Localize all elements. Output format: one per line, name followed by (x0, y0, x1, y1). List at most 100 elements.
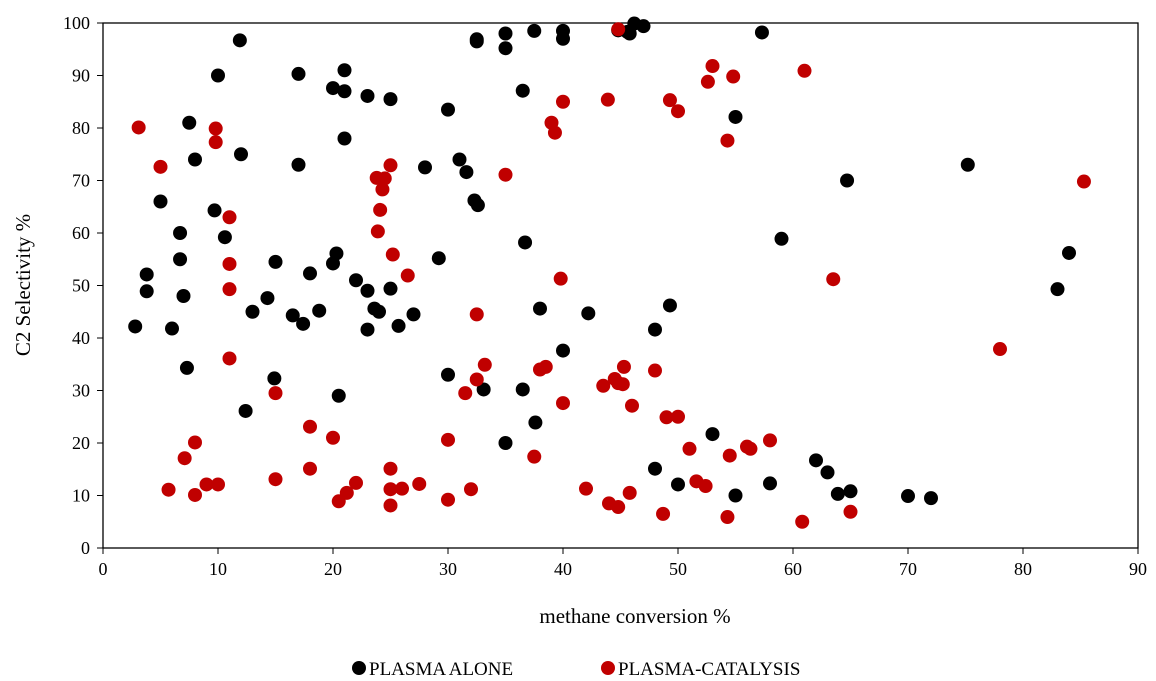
point-plasma-alone-14 (232, 33, 247, 48)
point-plasma-alone-62 (528, 415, 543, 430)
point-plasma-alone-56 (498, 41, 513, 56)
point-plasma-alone-89 (924, 491, 938, 506)
point-plasma-catalysis-21 (349, 475, 363, 490)
point-plasma-catalysis-43 (527, 449, 542, 464)
point-plasma-catalysis-11 (222, 256, 237, 271)
point-plasma-alone-92 (1062, 245, 1076, 260)
y-tick-label-2: 20 (72, 433, 90, 453)
point-plasma-alone-7 (176, 289, 191, 303)
point-plasma-catalysis-33 (400, 268, 415, 283)
point-plasma-alone-34 (349, 273, 363, 288)
y-tick-label-10: 100 (63, 13, 90, 33)
x-tick-label-5: 50 (669, 559, 687, 579)
x-tick-label-9: 90 (1129, 559, 1147, 579)
point-plasma-alone-1 (139, 267, 154, 282)
point-plasma-alone-39 (372, 304, 386, 319)
point-plasma-catalysis-67 (671, 104, 685, 119)
point-plasma-alone-26 (312, 303, 327, 318)
point-plasma-catalysis-28 (383, 461, 398, 476)
point-plasma-catalysis-47 (547, 125, 562, 140)
point-plasma-catalysis-57 (611, 22, 626, 37)
point-plasma-alone-32 (337, 84, 352, 99)
point-plasma-catalysis-79 (743, 441, 758, 456)
point-plasma-catalysis-15 (268, 472, 283, 487)
point-plasma-alone-6 (173, 252, 188, 267)
legend-marker-plasma-alone (352, 661, 366, 675)
point-plasma-alone-13 (217, 230, 232, 245)
point-plasma-catalysis-51 (579, 481, 593, 496)
point-plasma-alone-72 (636, 19, 651, 34)
point-plasma-catalysis-76 (722, 448, 737, 463)
point-plasma-alone-46 (441, 102, 455, 117)
y-tick-label-5: 50 (72, 276, 90, 296)
y-tick-label-4: 40 (72, 328, 90, 348)
point-plasma-alone-53 (470, 198, 485, 213)
point-plasma-catalysis-58 (611, 500, 626, 515)
point-plasma-catalysis-80 (763, 433, 777, 448)
y-tick-label-9: 90 (72, 66, 90, 86)
point-plasma-catalysis-53 (600, 92, 615, 107)
point-plasma-alone-60 (518, 235, 533, 250)
point-plasma-alone-20 (268, 254, 283, 269)
point-plasma-alone-57 (498, 436, 513, 450)
point-plasma-catalysis-49 (556, 94, 570, 109)
point-plasma-catalysis-86 (1076, 174, 1091, 189)
legend-label-plasma-alone: PLASMA ALONE (369, 659, 513, 680)
point-plasma-catalysis-36 (441, 492, 455, 507)
point-plasma-alone-52 (469, 34, 484, 49)
point-plasma-alone-41 (383, 281, 398, 296)
point-plasma-catalysis-68 (671, 409, 685, 424)
legend: PLASMA ALONE PLASMA-CATALYSIS (352, 659, 800, 680)
point-plasma-catalysis-24 (373, 202, 388, 217)
point-plasma-alone-79 (728, 488, 743, 503)
point-plasma-alone-82 (774, 231, 789, 246)
point-plasma-alone-23 (291, 157, 306, 172)
point-plasma-alone-11 (207, 203, 222, 218)
point-plasma-alone-4 (165, 321, 179, 336)
point-plasma-catalysis-61 (622, 485, 637, 500)
point-plasma-catalysis-38 (464, 482, 478, 497)
point-plasma-alone-77 (705, 427, 720, 442)
point-plasma-alone-78 (728, 109, 743, 124)
point-plasma-alone-0 (128, 319, 143, 334)
point-plasma-catalysis-83 (826, 272, 841, 287)
point-plasma-catalysis-5 (188, 487, 202, 502)
point-plasma-catalysis-31 (385, 247, 400, 262)
point-plasma-alone-45 (431, 251, 446, 266)
point-plasma-catalysis-25 (375, 182, 390, 197)
point-plasma-alone-27 (326, 81, 340, 96)
point-plasma-alone-25 (303, 266, 317, 281)
point-plasma-catalysis-73 (705, 59, 720, 74)
point-plasma-alone-75 (662, 298, 677, 313)
point-plasma-catalysis-6 (199, 477, 214, 492)
point-plasma-catalysis-81 (795, 514, 810, 529)
point-plasma-catalysis-42 (498, 167, 513, 182)
point-plasma-alone-58 (515, 83, 530, 98)
point-plasma-catalysis-1 (153, 159, 168, 174)
point-plasma-alone-40 (383, 92, 398, 107)
point-plasma-catalysis-3 (177, 451, 192, 466)
point-plasma-alone-55 (498, 26, 513, 41)
y-tick-label-1: 10 (72, 486, 90, 506)
point-plasma-catalysis-23 (370, 224, 385, 239)
point-plasma-alone-83 (809, 453, 823, 468)
point-plasma-alone-43 (406, 307, 421, 322)
point-plasma-catalysis-72 (700, 74, 715, 89)
point-plasma-catalysis-4 (188, 435, 202, 450)
y-tick-label-0: 0 (81, 538, 90, 558)
plot-area: 0 10 20 30 40 50 60 70 80 90 0 10 20 30 40 50 60 70 80 90 10… (63, 13, 1147, 579)
point-plasma-alone-37 (360, 322, 375, 337)
x-tick-label-6: 60 (784, 559, 802, 579)
point-plasma-catalysis-32 (395, 481, 409, 496)
point-plasma-catalysis-63 (648, 363, 662, 378)
point-plasma-catalysis-35 (441, 432, 455, 447)
point-plasma-alone-5 (173, 226, 188, 240)
point-plasma-alone-85 (830, 486, 845, 501)
point-plasma-alone-19 (267, 371, 282, 386)
point-plasma-alone-42 (391, 318, 406, 333)
point-plasma-catalysis-20 (339, 485, 354, 500)
point-plasma-catalysis-85 (993, 342, 1007, 357)
point-plasma-alone-30 (331, 388, 346, 403)
point-plasma-catalysis-71 (698, 479, 713, 494)
